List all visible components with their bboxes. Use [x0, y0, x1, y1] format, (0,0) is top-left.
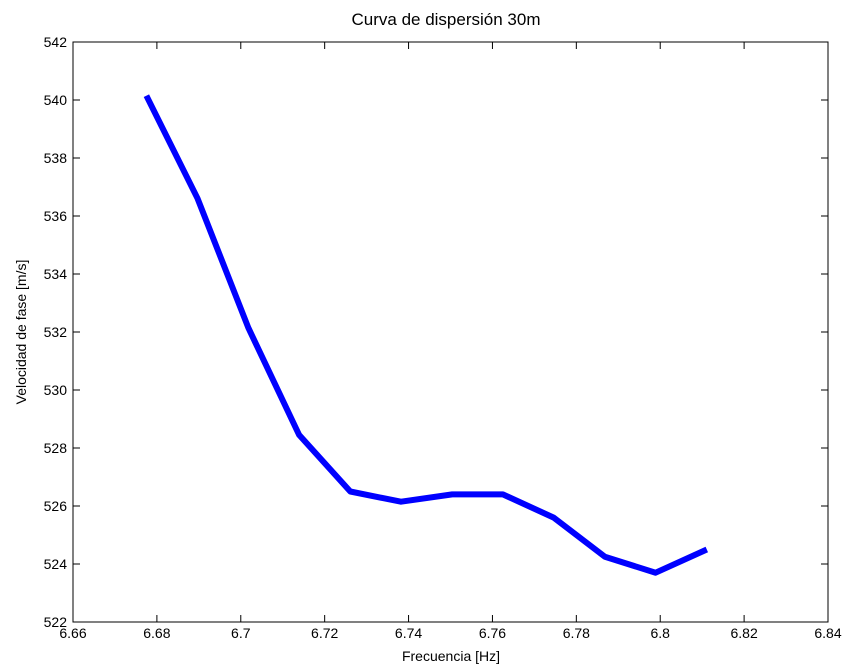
x-axis-ticks — [72, 42, 829, 622]
plot-frame — [72, 41, 829, 623]
y-axis-ticks — [73, 41, 828, 623]
x-tick-label-3: 6.72 — [311, 625, 338, 641]
x-tick-label-1: 6.68 — [143, 625, 170, 641]
y-tick-label-0: 522 — [44, 614, 68, 630]
x-tick-label-2: 6.7 — [231, 625, 251, 641]
y-axis-tick-labels: 522 524 526 528 530 532 534 536 538 540 542 — [44, 34, 68, 630]
y-axis-label: Velocidad de fase [m/s] — [13, 260, 29, 405]
x-tick-label-8: 6.82 — [730, 625, 757, 641]
y-tick-label-3: 528 — [44, 440, 68, 456]
series-line-0 — [143, 94, 709, 576]
x-tick-label-4: 6.74 — [395, 625, 422, 641]
x-axis-label: Frecuencia [Hz] — [402, 648, 500, 664]
y-tick-label-10: 542 — [44, 34, 68, 50]
y-tick-label-5: 532 — [44, 324, 68, 340]
chart-title: Curva de dispersión 30m — [352, 10, 541, 29]
y-tick-label-2: 526 — [44, 498, 68, 514]
y-tick-label-4: 530 — [44, 382, 68, 398]
series-group — [143, 94, 709, 576]
y-tick-label-6: 534 — [44, 266, 68, 282]
x-tick-label-5: 6.76 — [479, 625, 506, 641]
y-tick-label-1: 524 — [44, 556, 68, 572]
y-tick-label-9: 540 — [44, 92, 68, 108]
y-tick-label-8: 538 — [44, 150, 68, 166]
x-tick-label-9: 6.84 — [814, 625, 841, 641]
x-axis-tick-labels: 6.66 6.68 6.7 6.72 6.74 6.76 6.78 6.8 6.82 6.84 — [59, 625, 841, 641]
x-tick-label-0: 6.66 — [59, 625, 86, 641]
x-tick-label-6: 6.78 — [563, 625, 590, 641]
x-tick-label-7: 6.8 — [650, 625, 670, 641]
y-tick-label-7: 536 — [44, 208, 68, 224]
